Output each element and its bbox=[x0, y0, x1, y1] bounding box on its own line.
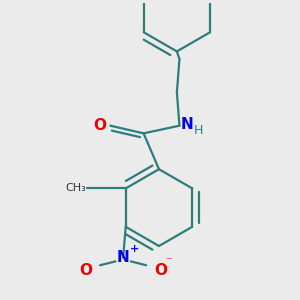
Text: +: + bbox=[130, 244, 139, 254]
Text: O: O bbox=[94, 118, 106, 133]
Text: CH₃: CH₃ bbox=[65, 183, 86, 194]
Text: H: H bbox=[194, 124, 203, 137]
Text: N: N bbox=[117, 250, 130, 265]
Text: ⁻: ⁻ bbox=[165, 255, 172, 268]
Text: O: O bbox=[154, 263, 167, 278]
Text: O: O bbox=[80, 263, 92, 278]
Text: N: N bbox=[181, 117, 194, 132]
